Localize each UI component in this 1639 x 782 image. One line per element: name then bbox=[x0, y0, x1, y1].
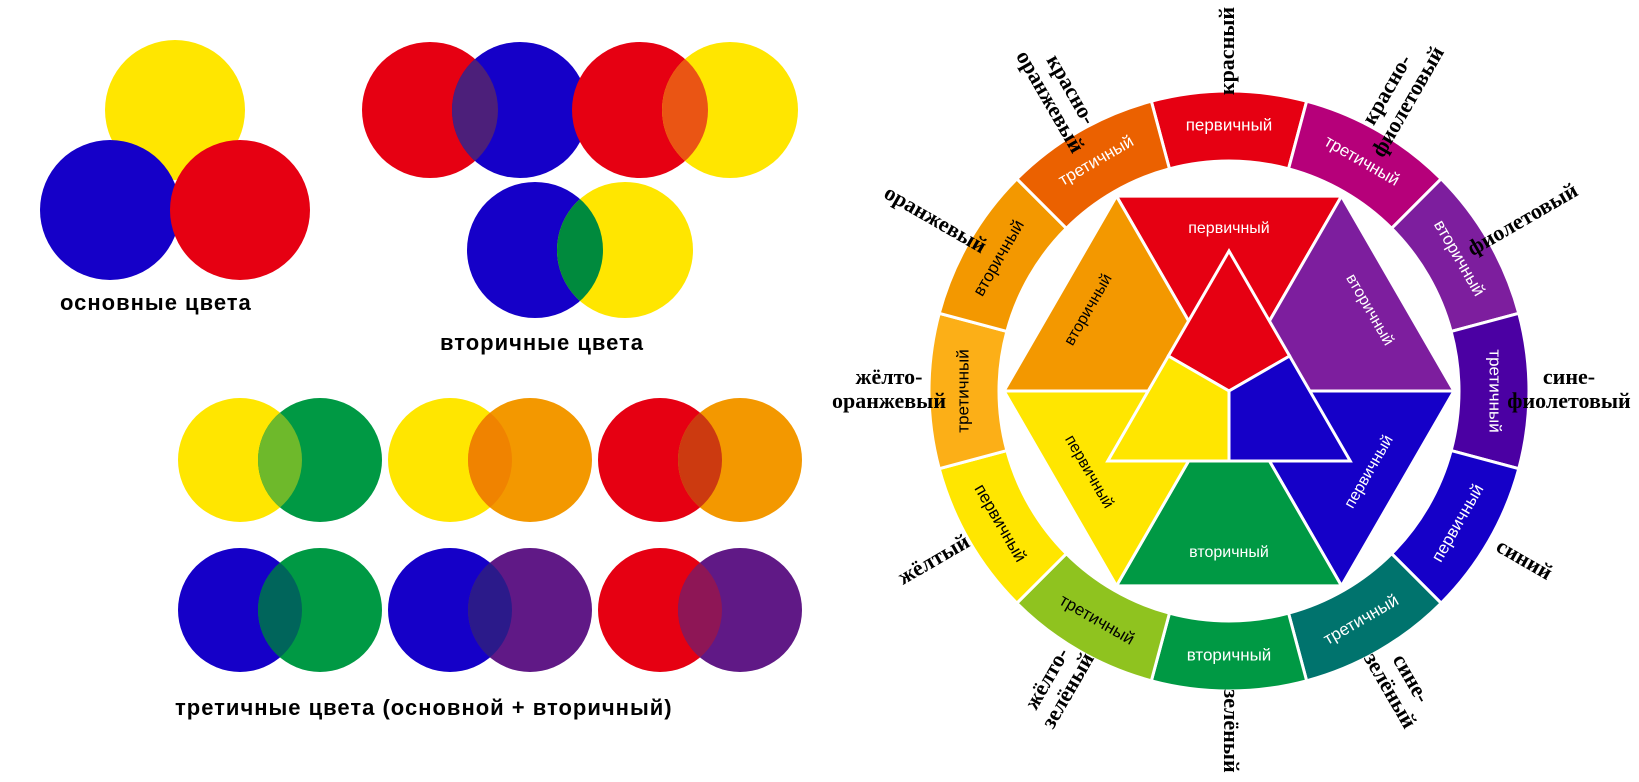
color-wheel: красныйпервичныйкрасно-фиолетовыйтретичн… bbox=[820, 0, 1639, 782]
wheel-hex-label: вторичный bbox=[1189, 544, 1269, 561]
caption-secondary: вторичные цвета bbox=[440, 330, 644, 356]
primary-circle bbox=[170, 140, 310, 280]
wheel-outer-label: оранжевый bbox=[880, 180, 992, 259]
left-panel: основные цвета вторичные цвета третичные… bbox=[0, 0, 820, 782]
color-theory-diagram: основные цвета вторичные цвета третичные… bbox=[0, 0, 1639, 782]
caption-tertiary: третичные цвета (основной + вторичный) bbox=[175, 695, 673, 721]
right-panel: красныйпервичныйкрасно-фиолетовыйтретичн… bbox=[820, 0, 1639, 782]
wheel-ring-label: первичный bbox=[1186, 115, 1273, 134]
wheel-outer-label: фиолетовый bbox=[1463, 177, 1583, 261]
wheel-hex-label: первичный bbox=[1188, 220, 1270, 237]
primary-circle bbox=[40, 140, 180, 280]
wheel-outer-label: синий bbox=[1492, 533, 1557, 585]
left-svg bbox=[0, 0, 820, 782]
caption-primary: основные цвета bbox=[60, 290, 252, 316]
wheel-outer-label: красный bbox=[1214, 7, 1239, 96]
wheel-outer-label: зелёный bbox=[1219, 689, 1244, 773]
wheel-ring-label: третичный bbox=[1486, 349, 1505, 432]
wheel-ring-label: третичный bbox=[953, 349, 972, 432]
wheel-ring-label: вторичный bbox=[1187, 645, 1272, 664]
wheel-outer-label: жёлтый bbox=[893, 528, 974, 589]
